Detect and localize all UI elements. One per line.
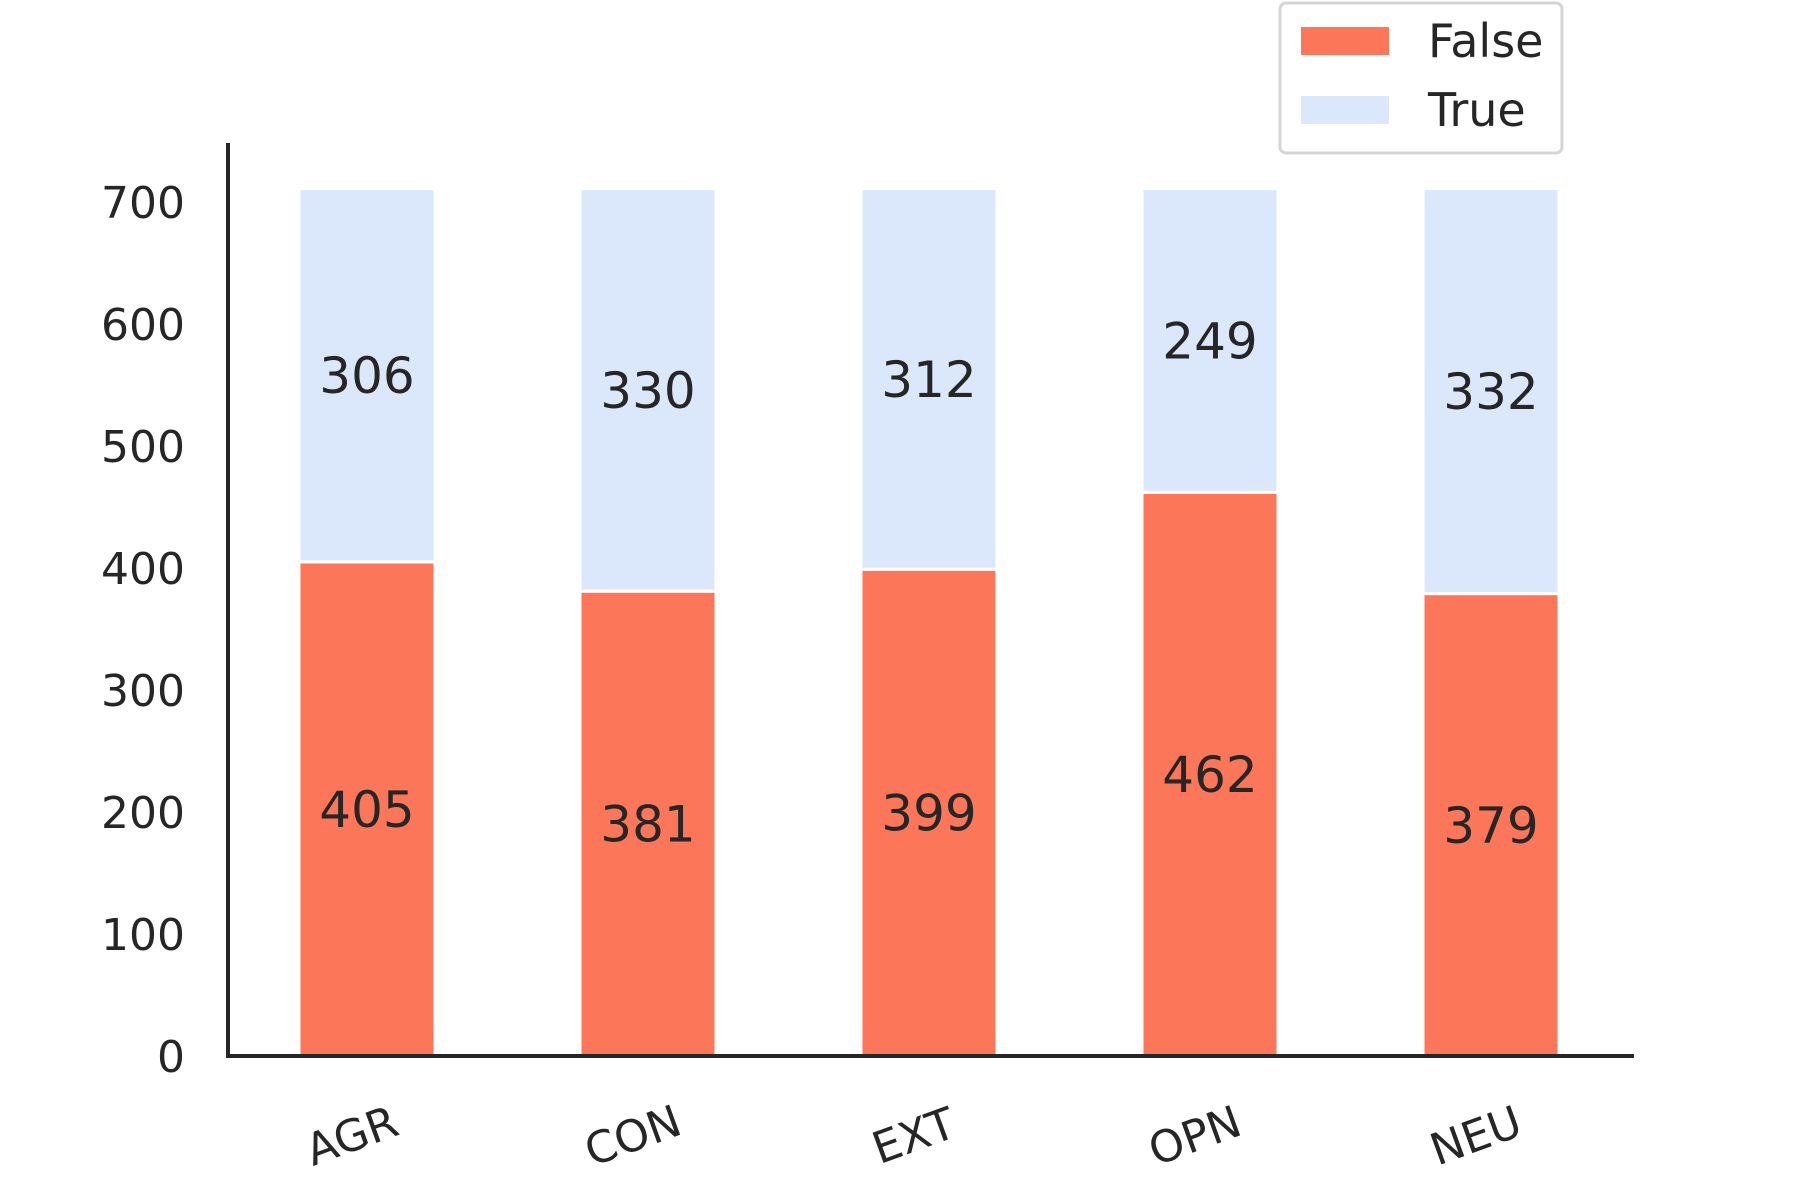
y-tick-label-100: 100 [101, 910, 185, 961]
data-label-neu-true: 332 [1443, 363, 1538, 421]
bar-labels-group: 405 306 381 330 399 312 462 249 379 332 [319, 312, 1538, 854]
y-tick-label-300: 300 [101, 666, 185, 717]
bar-agr-false [297, 560, 437, 1058]
y-tick-label-500: 500 [101, 422, 185, 473]
x-tick-label-ext: EXT [866, 1098, 963, 1175]
bar-neu-true [1421, 187, 1561, 596]
data-label-con-false: 381 [600, 796, 695, 854]
x-tick-label-agr: AGR [299, 1096, 405, 1176]
y-tick-label-0: 0 [157, 1032, 185, 1083]
axes-group [226, 143, 1634, 1058]
data-label-opn-true: 249 [1162, 312, 1257, 370]
legend-label-false: False [1428, 14, 1543, 68]
data-label-ext-false: 399 [881, 785, 976, 843]
bar-opn-true [1140, 187, 1280, 494]
bar-ext-true [859, 187, 999, 571]
data-label-agr-false: 405 [319, 781, 414, 839]
x-tick-label-opn: OPN [1142, 1096, 1248, 1176]
data-label-opn-false: 462 [1162, 746, 1257, 804]
legend-label-true: True [1427, 83, 1526, 137]
y-tick-label-600: 600 [101, 300, 185, 351]
data-label-agr-true: 306 [319, 347, 414, 405]
legend: False True [1278, 1, 1564, 155]
x-tick-label-con: CON [578, 1096, 688, 1178]
bars-group [297, 187, 1561, 1058]
y-tick-label-200: 200 [101, 788, 185, 839]
y-tick-label-700: 700 [101, 178, 185, 229]
data-label-neu-false: 379 [1443, 797, 1538, 855]
bar-agr-true [297, 187, 437, 564]
x-tick-labels: AGR CON EXT OPN NEU [299, 1096, 1528, 1178]
y-tick-label-400: 400 [101, 544, 185, 595]
legend-swatch-false [1301, 27, 1389, 55]
data-label-con-true: 330 [600, 362, 695, 420]
x-tick-label-neu: NEU [1424, 1097, 1529, 1177]
bar-con-true [578, 187, 718, 593]
data-label-ext-true: 312 [881, 351, 976, 409]
y-tick-labels: 0 100 200 300 400 500 600 700 [101, 178, 185, 1083]
legend-swatch-true [1301, 96, 1389, 124]
